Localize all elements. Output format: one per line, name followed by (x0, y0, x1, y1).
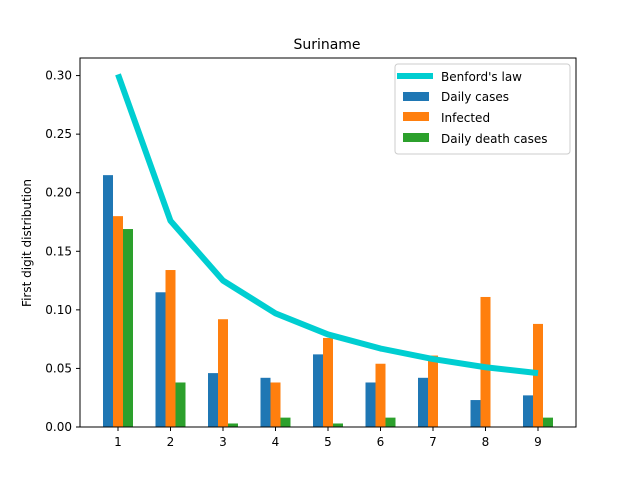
bar-daily-death-cases-3 (228, 423, 238, 427)
bar-daily-cases-8 (470, 400, 481, 427)
legend-label-benford: Benford's law (441, 70, 522, 84)
y-tick-label: 0.15 (45, 244, 72, 258)
legend-frame (394, 63, 571, 155)
legend-swatch-daily-cases (403, 92, 429, 101)
bars-layer (103, 175, 553, 427)
legend-swatch-infected (403, 112, 429, 121)
bar-daily-cases-1 (103, 175, 113, 427)
x-tick-label: 8 (482, 435, 490, 449)
legend-label-infected: Infected (441, 111, 490, 125)
legend-swatch-daily-death-cases (403, 133, 429, 142)
bar-infected-4 (270, 382, 281, 427)
bar-infected-8 (480, 296, 491, 427)
chart-title: Suriname (293, 37, 360, 53)
y-axis: 0.00 0.05 0.10 0.15 0.20 0.25 0.30 (45, 69, 80, 434)
benford-line-layer (115, 73, 539, 377)
x-tick-label: 9 (534, 435, 542, 449)
y-tick-label: 0.30 (45, 69, 72, 83)
bar-daily-death-cases-2 (175, 382, 186, 427)
y-tick-label: 0.20 (45, 186, 72, 200)
bar-daily-cases-5 (313, 354, 323, 427)
y-tick-label: 0.00 (45, 420, 72, 434)
bar-daily-death-cases-1 (123, 229, 133, 427)
bar-daily-cases-6 (365, 382, 376, 427)
x-tick-label: 6 (377, 435, 385, 449)
legend-label-daily-death-cases: Daily death cases (441, 132, 548, 146)
bar-infected-1 (113, 216, 123, 427)
bar-daily-death-cases-6 (385, 417, 396, 427)
x-axis: 1 2 3 4 5 6 7 8 9 (114, 427, 542, 449)
x-tick-label: 7 (429, 435, 437, 449)
benford-line (115, 73, 539, 377)
y-tick-label: 0.10 (45, 303, 72, 317)
x-tick-label: 4 (272, 435, 280, 449)
x-tick-label: 1 (114, 435, 122, 449)
bar-infected-7 (428, 355, 438, 427)
bar-infected-2 (165, 270, 176, 427)
bar-infected-9 (533, 323, 543, 427)
x-tick-label: 2 (167, 435, 175, 449)
bar-daily-cases-4 (260, 377, 271, 427)
legend: Benford's law Daily cases Infected Daily… (394, 63, 571, 155)
x-tick-label: 5 (324, 435, 332, 449)
bar-daily-death-cases-4 (280, 417, 291, 427)
bar-daily-cases-3 (208, 373, 218, 427)
bar-infected-5 (323, 337, 333, 427)
legend-label-daily-cases: Daily cases (441, 90, 509, 104)
bar-daily-cases-9 (523, 395, 533, 427)
y-axis-label: First digit distribution (20, 179, 34, 307)
bar-daily-death-cases-9 (543, 417, 553, 427)
bar-daily-cases-7 (418, 377, 428, 427)
bar-daily-death-cases-5 (333, 423, 343, 427)
bar-infected-6 (375, 363, 386, 427)
y-tick-label: 0.25 (45, 127, 72, 141)
y-tick-label: 0.05 (45, 361, 72, 375)
bar-daily-cases-2 (155, 292, 166, 427)
x-tick-label: 3 (219, 435, 227, 449)
bar-infected-3 (218, 319, 228, 427)
